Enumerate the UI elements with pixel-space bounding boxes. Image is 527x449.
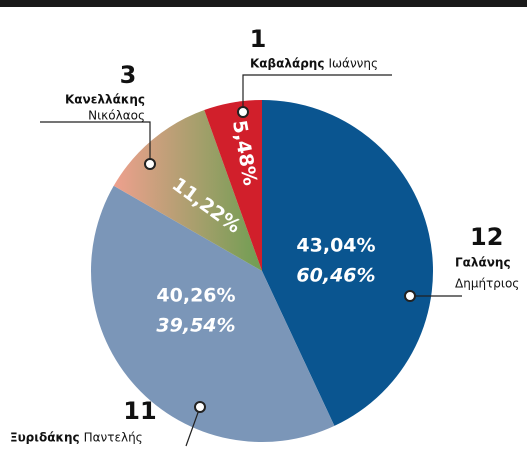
leader-dot — [194, 401, 206, 413]
pie-slice — [90, 185, 335, 442]
leader-dot — [404, 290, 416, 302]
candidate-firstname: Νικόλαος — [88, 109, 145, 123]
candidate-firstname: Ιωάννης — [328, 57, 378, 71]
value-label: 40,26% — [156, 285, 235, 307]
pie-slice — [262, 100, 434, 426]
seat-count: 12 — [470, 223, 503, 251]
value-label: 43,04% — [296, 235, 375, 257]
leader-line — [185, 406, 201, 447]
pie-slice — [113, 110, 262, 271]
seat-count: 11 — [123, 397, 156, 425]
candidate-surname: Καβαλάρης — [250, 57, 324, 71]
leader-line — [242, 74, 392, 112]
second-round-label: 39,54% — [156, 315, 235, 337]
candidate-surname: Ξυριδάκης — [10, 431, 80, 445]
candidate-firstname: Παντελής — [84, 431, 143, 445]
leader-line — [40, 121, 151, 164]
candidate-surname: Κανελλάκης — [65, 93, 145, 107]
leader-dot — [237, 106, 249, 118]
seat-count: 3 — [120, 61, 137, 89]
seat-count: 1 — [250, 25, 267, 53]
leader-dot — [144, 158, 156, 170]
second-round-label: 60,46% — [296, 265, 375, 287]
candidate-surname: Γαλάνης — [455, 256, 511, 270]
pie-slice — [204, 100, 262, 271]
candidate-firstname: Δημήτριος — [455, 277, 519, 291]
top-bar — [0, 0, 527, 7]
